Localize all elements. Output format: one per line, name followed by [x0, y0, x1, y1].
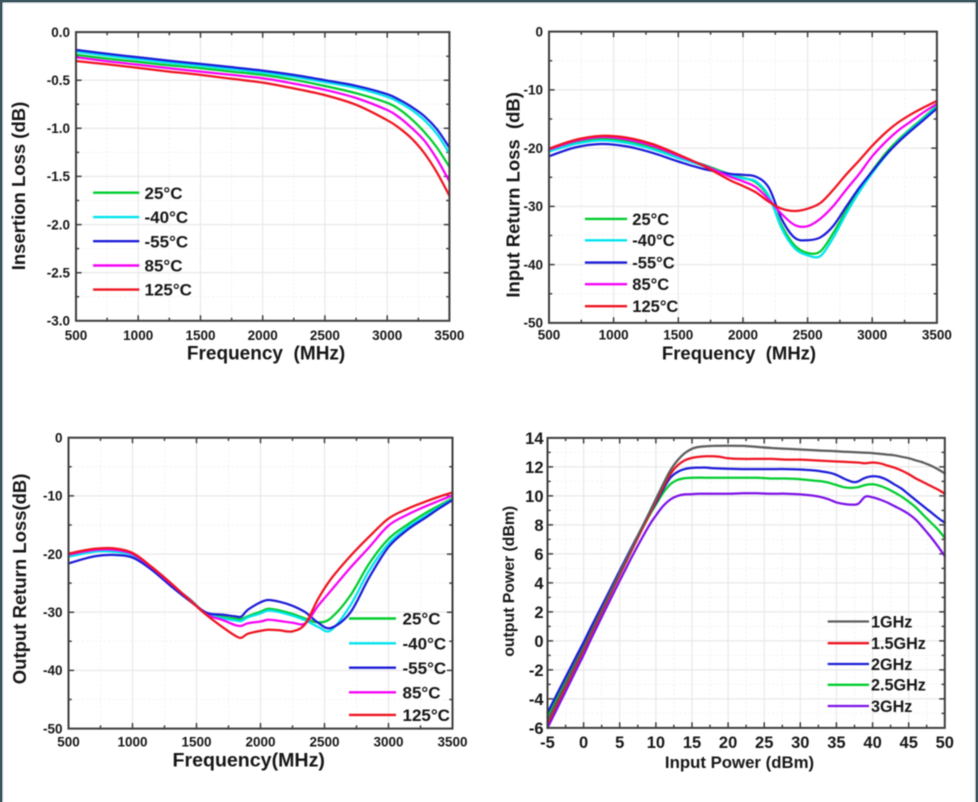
svg-text:20: 20	[719, 734, 737, 752]
svg-text:25°C: 25°C	[403, 610, 441, 629]
svg-text:-5: -5	[540, 734, 555, 752]
svg-text:0: 0	[55, 431, 63, 446]
svg-text:-2.0: -2.0	[47, 217, 70, 232]
svg-text:-0.5: -0.5	[47, 73, 71, 88]
svg-text:Frequency(MHz): Frequency(MHz)	[172, 750, 324, 772]
svg-text:-50: -50	[523, 316, 543, 331]
svg-text:-40: -40	[43, 663, 63, 678]
svg-text:Frequency (MHz): Frequency (MHz)	[187, 344, 345, 365]
svg-text:500: 500	[57, 734, 80, 749]
svg-text:2.5GHz: 2.5GHz	[871, 677, 926, 695]
svg-text:3500: 3500	[922, 328, 952, 343]
svg-text:-10: -10	[43, 489, 63, 504]
svg-text:-1.0: -1.0	[47, 121, 70, 136]
svg-text:3500: 3500	[437, 734, 467, 749]
svg-text:2000: 2000	[728, 328, 758, 343]
svg-text:-20: -20	[523, 141, 543, 156]
svg-text:12: 12	[525, 459, 543, 477]
svg-text:1.5GHz: 1.5GHz	[871, 635, 926, 653]
svg-text:1GHz: 1GHz	[871, 613, 912, 631]
svg-text:-40: -40	[523, 257, 543, 272]
svg-text:2500: 2500	[793, 328, 823, 343]
svg-text:-40°C: -40°C	[632, 232, 674, 250]
svg-text:Frequency (MHz): Frequency (MHz)	[662, 343, 816, 364]
svg-text:-30: -30	[43, 605, 63, 620]
svg-text:-2: -2	[529, 662, 544, 680]
svg-text:3000: 3000	[372, 328, 402, 343]
svg-text:-40°C: -40°C	[145, 208, 189, 227]
svg-text:85°C: 85°C	[403, 683, 441, 702]
svg-text:500: 500	[538, 328, 561, 343]
svg-text:-20: -20	[43, 547, 63, 562]
svg-text:Output Return Loss(dB): Output Return Loss(dB)	[9, 474, 30, 685]
svg-text:1500: 1500	[185, 328, 215, 343]
svg-text:-3.0: -3.0	[47, 314, 70, 329]
svg-text:4: 4	[534, 575, 544, 593]
svg-text:-1.5: -1.5	[47, 169, 71, 184]
svg-text:45: 45	[900, 734, 918, 752]
svg-text:8: 8	[534, 517, 543, 535]
svg-text:500: 500	[65, 328, 88, 343]
svg-text:2GHz: 2GHz	[871, 656, 912, 674]
svg-text:Input Return Loss (dB): Input Return Loss (dB)	[503, 92, 524, 298]
svg-text:85°C: 85°C	[145, 257, 183, 276]
svg-text:25°C: 25°C	[632, 211, 669, 229]
svg-text:1000: 1000	[599, 328, 629, 343]
svg-text:Input Power (dBm): Input Power (dBm)	[665, 753, 814, 772]
svg-text:0.0: 0.0	[51, 25, 70, 40]
svg-text:5: 5	[615, 734, 624, 752]
svg-text:-30: -30	[523, 199, 543, 214]
svg-text:2500: 2500	[309, 734, 339, 749]
svg-text:10: 10	[647, 734, 665, 752]
svg-text:40: 40	[863, 734, 881, 752]
svg-text:125°C: 125°C	[403, 706, 450, 725]
svg-text:output Power (dBm): output Power (dBm)	[501, 506, 518, 657]
svg-text:-40°C: -40°C	[403, 634, 447, 653]
svg-text:3GHz: 3GHz	[871, 698, 912, 716]
svg-text:0: 0	[534, 633, 543, 651]
svg-text:-10: -10	[523, 83, 543, 98]
svg-text:1000: 1000	[117, 734, 147, 749]
svg-text:2500: 2500	[310, 328, 340, 343]
svg-text:-50: -50	[43, 721, 63, 736]
svg-text:-6: -6	[529, 720, 544, 738]
svg-text:30: 30	[791, 734, 809, 752]
svg-text:3000: 3000	[857, 328, 887, 343]
svg-text:25°C: 25°C	[145, 184, 183, 203]
svg-text:125°C: 125°C	[145, 281, 192, 300]
svg-text:35: 35	[827, 734, 845, 752]
svg-text:-55°C: -55°C	[145, 232, 189, 251]
svg-text:-2.5: -2.5	[47, 266, 71, 281]
svg-text:1500: 1500	[663, 328, 693, 343]
svg-text:-55°C: -55°C	[632, 255, 674, 273]
svg-text:-55°C: -55°C	[403, 659, 447, 678]
svg-text:15: 15	[683, 734, 701, 752]
svg-text:2: 2	[534, 604, 543, 622]
svg-text:125°C: 125°C	[632, 298, 678, 316]
svg-text:3500: 3500	[434, 328, 464, 343]
svg-text:3000: 3000	[373, 734, 403, 749]
svg-text:1000: 1000	[123, 328, 153, 343]
svg-text:Insertion Loss (dB): Insertion Loss (dB)	[8, 102, 29, 271]
svg-text:0: 0	[535, 24, 543, 39]
svg-text:2000: 2000	[245, 734, 275, 749]
svg-text:85°C: 85°C	[632, 276, 669, 294]
svg-text:-4: -4	[529, 691, 544, 709]
svg-text:6: 6	[534, 546, 543, 564]
svg-text:14: 14	[525, 430, 544, 448]
svg-text:25: 25	[755, 734, 773, 752]
svg-text:1500: 1500	[181, 734, 211, 749]
svg-text:50: 50	[936, 734, 954, 752]
svg-text:0: 0	[579, 734, 588, 752]
svg-text:2000: 2000	[248, 328, 278, 343]
svg-text:10: 10	[525, 488, 543, 506]
